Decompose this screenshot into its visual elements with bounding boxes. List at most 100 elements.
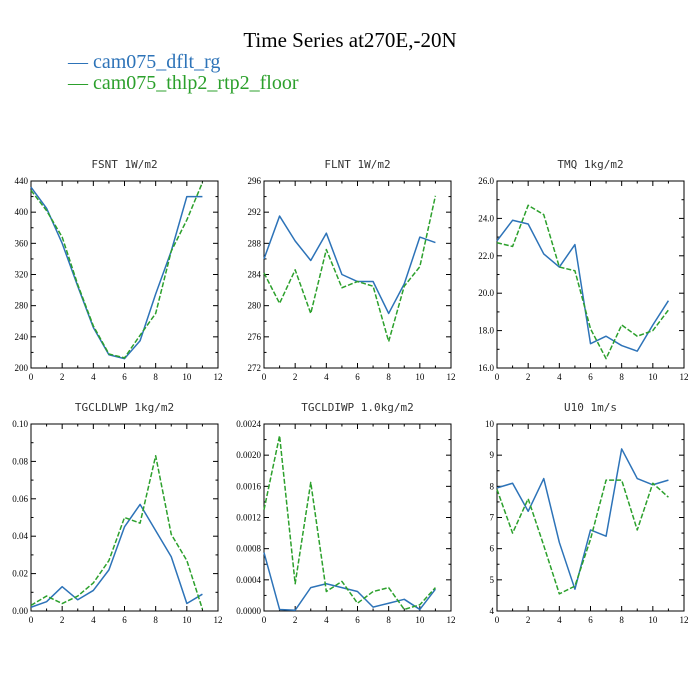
x-tick-label-0-4: 8	[153, 372, 158, 382]
chart-title-2: TMQ 1kg/m2	[557, 158, 623, 171]
y-tick-label-5-2: 6	[490, 544, 495, 554]
chart-panel-5: U10 1m/s 0 2 4 6 8 10 12 4 5 6 7 8 9 10	[485, 401, 689, 625]
y-tick-label-4-3: 0.0012	[236, 513, 261, 523]
y-tick-label-1-4: 288	[248, 238, 262, 248]
x-tick-label-5-0: 0	[495, 615, 500, 625]
series-line-dflt-2	[496, 219, 670, 352]
y-tick-label-1-3: 284	[248, 270, 262, 280]
x-tick-label-0-6: 12	[214, 372, 223, 382]
chart-title-3: TGCLDLWP 1kg/m2	[75, 401, 174, 414]
y-tick-label-0-5: 400	[15, 207, 29, 217]
y-tick-label-2-1: 18.0	[478, 326, 494, 336]
y-tick-label-2-0: 16.0	[478, 363, 494, 373]
x-tick-label-3-2: 4	[91, 615, 96, 625]
y-tick-label-1-2: 280	[248, 301, 262, 311]
y-tick-label-5-1: 5	[490, 575, 495, 585]
plot-frame-0	[30, 180, 219, 369]
legend-label-thlp2: cam075_thlp2_rtp2_floor	[93, 72, 299, 94]
x-tick-label-1-6: 12	[447, 372, 456, 382]
legend-item-dflt: — cam075_dflt_rg	[68, 51, 220, 74]
x-tick-label-1-1: 2	[293, 372, 298, 382]
series-line-thlp2-2	[496, 204, 670, 360]
plot-frame-1	[263, 180, 452, 369]
x-tick-label-2-6: 12	[680, 372, 689, 382]
chart-title-0: FSNT 1W/m2	[91, 158, 157, 171]
x-tick-label-2-2: 4	[557, 372, 562, 382]
y-tick-label-2-3: 22.0	[478, 251, 494, 261]
x-tick-label-5-1: 2	[526, 615, 531, 625]
x-tick-label-2-5: 10	[648, 372, 658, 382]
y-tick-label-0-6: 440	[15, 176, 29, 186]
y-tick-label-1-6: 296	[248, 176, 262, 186]
x-tick-label-3-3: 6	[122, 615, 127, 625]
y-tick-label-4-5: 0.0020	[236, 450, 261, 460]
series-line-dflt-1	[263, 215, 436, 315]
chart-title-4: TGCLDIWP 1.0kg/m2	[301, 401, 414, 414]
plot-frame-3	[30, 423, 219, 612]
series-line-thlp2-1	[263, 195, 437, 343]
y-tick-label-4-0: 0.0000	[236, 606, 261, 616]
page-title: Time Series at270E,-20N	[243, 28, 457, 52]
x-tick-label-3-1: 2	[60, 615, 65, 625]
x-tick-label-1-4: 8	[386, 372, 391, 382]
x-tick-label-4-0: 0	[262, 615, 267, 625]
y-tick-label-5-6: 10	[485, 419, 495, 429]
y-tick-label-0-3: 320	[15, 270, 29, 280]
x-tick-label-2-3: 6	[588, 372, 593, 382]
chart-panel-3: TGCLDLWP 1kg/m2 0 2 4 6 8 10 12 0.00 0.02 0.04 0.06…	[12, 401, 222, 625]
series-line-dflt-0	[30, 186, 203, 360]
x-tick-label-2-1: 2	[526, 372, 531, 382]
x-tick-label-3-6: 12	[214, 615, 223, 625]
legend-item-thlp2: — cam075_thlp2_rtp2_floor	[68, 72, 299, 95]
y-tick-label-1-5: 292	[248, 207, 262, 217]
y-tick-label-3-1: 0.02	[12, 569, 28, 579]
chart-panel-1: FLNT 1W/m2 0 2 4 6 8 10 12 272 276 280 284 288 292 296	[248, 158, 456, 382]
series-line-thlp2-0	[30, 182, 204, 359]
plot-frame-5	[496, 423, 685, 612]
series-line-thlp2-3	[30, 455, 204, 610]
chart-panel-2: TMQ 1kg/m2 0 2 4 6 8 10 12 16.0 18.0 20.0 22.0 24.0 2…	[478, 158, 688, 382]
x-tick-label-3-4: 8	[153, 615, 158, 625]
y-tick-label-3-0: 0.00	[12, 606, 28, 616]
y-tick-label-4-1: 0.0004	[236, 575, 261, 585]
x-tick-label-5-6: 12	[680, 615, 689, 625]
chart-panel-0: FSNT 1W/m2 0 2 4 6 8 10 12 200 240 280 320 360 400 440	[15, 158, 223, 382]
y-tick-label-2-5: 26.0	[478, 176, 494, 186]
x-tick-label-2-0: 0	[495, 372, 500, 382]
y-tick-label-3-3: 0.06	[12, 494, 28, 504]
y-tick-label-4-4: 0.0016	[236, 481, 261, 491]
x-tick-label-1-3: 6	[355, 372, 360, 382]
y-tick-label-3-5: 0.10	[12, 419, 28, 429]
legend-label-dflt: cam075_dflt_rg	[93, 51, 221, 73]
series-line-thlp2-5	[496, 479, 669, 595]
x-tick-label-4-6: 12	[447, 615, 456, 625]
chart-title-5: U10 1m/s	[564, 401, 617, 414]
x-tick-label-0-1: 2	[60, 372, 65, 382]
y-tick-label-2-4: 24.0	[478, 213, 494, 223]
x-tick-label-2-4: 8	[619, 372, 624, 382]
x-tick-label-0-0: 0	[29, 372, 34, 382]
series-line-dflt-4	[263, 552, 437, 611]
y-tick-label-0-2: 280	[15, 301, 29, 311]
y-tick-label-5-3: 7	[490, 513, 495, 523]
y-tick-label-5-0: 4	[490, 606, 495, 616]
x-tick-label-4-2: 4	[324, 615, 329, 625]
y-tick-label-5-5: 9	[490, 450, 495, 460]
x-tick-label-5-5: 10	[648, 615, 658, 625]
y-tick-label-0-0: 200	[15, 363, 29, 373]
x-tick-label-4-3: 6	[355, 615, 360, 625]
x-tick-label-5-3: 6	[588, 615, 593, 625]
plot-frame-4	[263, 423, 452, 612]
x-tick-label-1-5: 10	[415, 372, 425, 382]
x-tick-label-0-2: 4	[91, 372, 96, 382]
y-tick-label-1-0: 272	[248, 363, 262, 373]
chart-title-1: FLNT 1W/m2	[324, 158, 390, 171]
y-tick-label-3-4: 0.08	[12, 456, 28, 466]
y-tick-label-5-4: 8	[490, 481, 495, 491]
x-tick-label-4-1: 2	[293, 615, 298, 625]
x-tick-label-3-5: 10	[182, 615, 192, 625]
series-line-thlp2-4	[263, 434, 436, 611]
series-line-dflt-5	[496, 448, 669, 590]
y-tick-label-2-2: 20.0	[478, 288, 494, 298]
